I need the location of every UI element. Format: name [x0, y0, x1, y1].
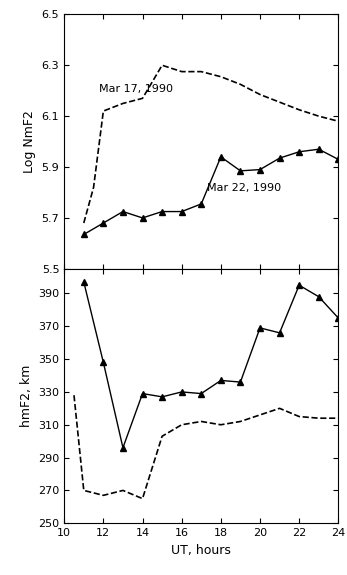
Y-axis label: Log NmF2: Log NmF2 [23, 110, 36, 173]
Text: Mar 17, 1990: Mar 17, 1990 [100, 84, 174, 94]
X-axis label: UT, hours: UT, hours [171, 544, 231, 557]
Text: Mar 22, 1990: Mar 22, 1990 [207, 183, 281, 193]
Y-axis label: hmF2, km: hmF2, km [19, 365, 33, 427]
